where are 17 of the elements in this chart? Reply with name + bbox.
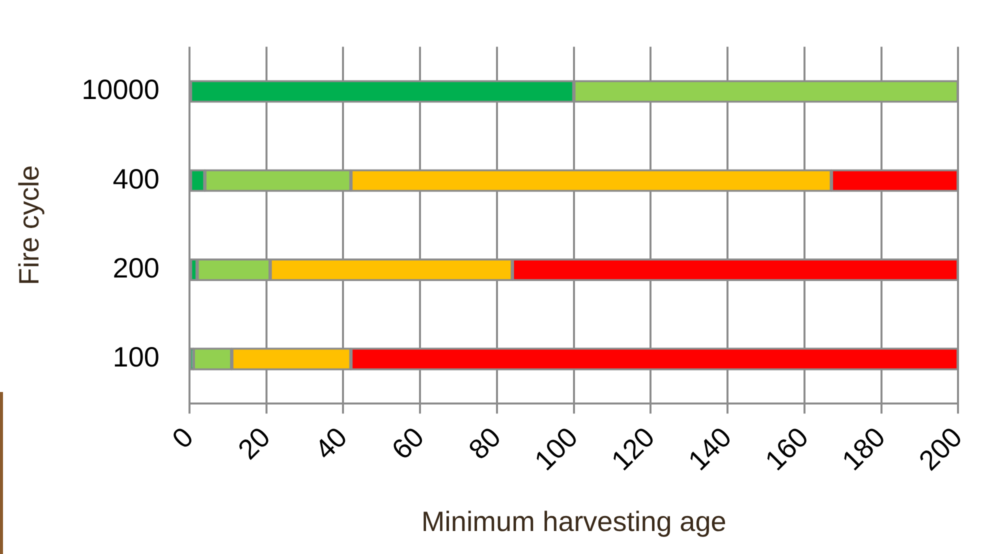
x-axis-title: Minimum harvesting age (421, 506, 726, 537)
x-tick-label: 180 (836, 421, 892, 476)
x-tick-label: 200 (912, 421, 968, 476)
x-tick-label: 0 (166, 421, 200, 454)
x-tick-label: 120 (605, 421, 660, 476)
x-tick-label: 20 (232, 421, 276, 466)
y-tick-label: 200 (112, 252, 160, 284)
y-tick-label: 400 (112, 163, 160, 194)
y-tick-label: 10000 (82, 74, 160, 106)
x-tick-label: 160 (759, 421, 814, 476)
x-tick-label: 100 (528, 421, 584, 476)
y-axis-title: Fire cycle (14, 165, 45, 286)
y-tick-label: 100 (112, 342, 160, 373)
x-tick-label: 40 (308, 421, 353, 466)
x-tick-label: 80 (462, 421, 507, 466)
x-tick-label: 60 (386, 421, 430, 466)
x-tick-label: 140 (682, 421, 738, 476)
